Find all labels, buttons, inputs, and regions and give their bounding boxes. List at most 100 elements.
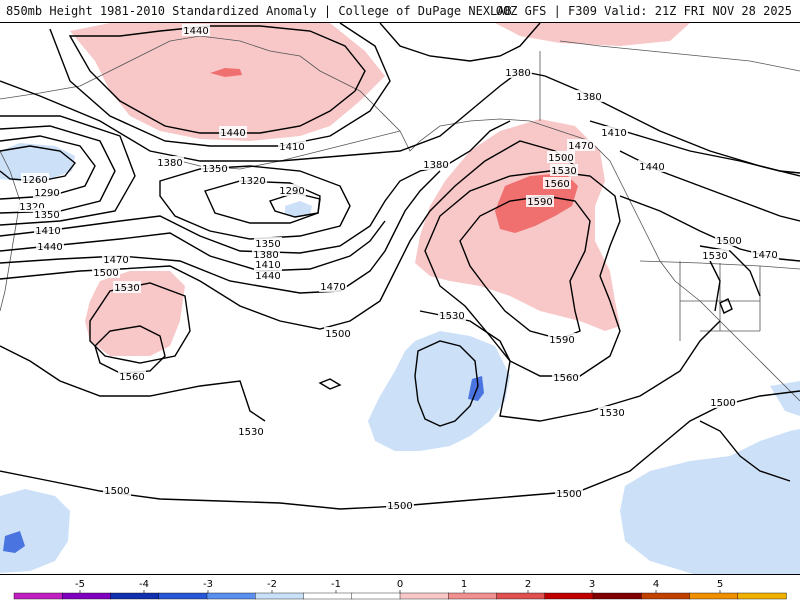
positive-anomaly-shading [70, 23, 690, 356]
contour-label: 1380 [157, 158, 182, 169]
colorbar-tick-label: 5 [717, 579, 723, 590]
contour-label: 1560 [553, 373, 578, 384]
contour-label-bg [751, 248, 779, 260]
contour-label-bg [254, 258, 282, 270]
contour-label: 1560 [119, 372, 144, 383]
contour-label-bg [34, 224, 62, 236]
map-header: 850mb Height 1981-2010 Standardized Anom… [0, 0, 800, 22]
contour-label-bg [237, 425, 265, 437]
contour-label: 1350 [255, 239, 280, 250]
contour-label-bg [201, 162, 229, 174]
contour-label-bg [239, 174, 267, 186]
colorbar-swatch [303, 592, 353, 600]
contour-label-bg [701, 249, 729, 261]
contour-label: 1590 [549, 335, 574, 346]
colorbar-tick-label: 4 [653, 579, 659, 590]
colorbar-swatch [158, 592, 208, 600]
contour-label-bg [543, 177, 571, 189]
contour-label: 1410 [255, 260, 280, 271]
contour-label: 1500 [104, 486, 129, 497]
contour-label: 1320 [19, 202, 44, 213]
contour-label-bg [36, 240, 64, 252]
coastline-alaska [439, 118, 800, 402]
contour-1500-small-lows [318, 298, 733, 390]
contour-label: 1290 [34, 188, 59, 199]
colorbar-swatch [110, 592, 160, 600]
contour-label-bg [278, 184, 306, 196]
contour-1530-low-subtropical [414, 340, 479, 427]
contour-label-bg [504, 66, 532, 78]
contour-label: 1530 [238, 427, 263, 438]
contour-label: 1290 [279, 186, 304, 197]
contour-label: 1500 [548, 153, 573, 164]
contour-label-bg [638, 160, 666, 172]
contour-1410-west [0, 120, 511, 254]
colorbar-tick-label: 3 [589, 579, 595, 590]
contour-label-bg [156, 156, 184, 168]
contour-label: 1320 [240, 176, 265, 187]
contour-label-bg [547, 151, 575, 163]
contour-label-bg [324, 327, 352, 339]
neg-anomaly-southwest [0, 489, 70, 573]
contour-label: 1440 [183, 26, 208, 37]
contour-label: 1530 [439, 311, 464, 322]
coastline-kamchatka [0, 150, 21, 312]
contour-label-bg [600, 126, 628, 138]
model-valid-time: 00Z GFS | F309 Valid: 21Z FRI NOV 28 202… [495, 4, 792, 18]
border-us-canada [639, 260, 800, 270]
contour-label: 1440 [220, 128, 245, 139]
contour-label-bg [548, 333, 576, 345]
colorbar-swatch [255, 592, 305, 600]
anomaly-region-bering [70, 23, 385, 141]
contour-label-bg [102, 253, 130, 265]
contour-label: 1470 [320, 282, 345, 293]
contour-label: 1380 [423, 160, 448, 171]
contour-1560-ridge [424, 170, 621, 377]
contour-label-bg [33, 186, 61, 198]
contour-label-bg [33, 208, 61, 220]
contour-label: 1560 [544, 179, 569, 190]
contour-label: 1410 [35, 226, 60, 237]
colorbar-swatch [544, 592, 594, 600]
strong-neg-anomaly-subtropical [468, 376, 484, 401]
contour-label-bg [575, 90, 603, 102]
colorbar-swatches [13, 592, 787, 600]
strong-negative-anomaly-shading [3, 376, 484, 553]
contour-label: 1410 [279, 142, 304, 153]
contour-label-bg [319, 280, 347, 292]
contour-label-bg [550, 164, 578, 176]
contour-label: 1500 [710, 398, 735, 409]
contour-label: 1530 [599, 408, 624, 419]
contour-label: 1500 [387, 501, 412, 512]
contour-1260-siberia [0, 145, 76, 182]
contour-1500-southeast [699, 420, 791, 482]
colorbar-tick-label: -3 [203, 579, 213, 590]
colorbar-tick-label: -4 [139, 579, 149, 590]
state-borders [679, 261, 761, 341]
colorbar-swatch [689, 592, 739, 600]
contour-label: 1410 [601, 128, 626, 139]
contour-label: 1380 [253, 250, 278, 261]
coastline-canada [539, 40, 800, 121]
contour-label-bg [422, 158, 450, 170]
colorbar-tick-label: -5 [75, 579, 85, 590]
contour-label-bg [567, 139, 595, 151]
contour-label-bg [252, 248, 280, 260]
contour-1470-west [0, 170, 441, 294]
colorbar-swatch [592, 592, 642, 600]
contour-label-bg [92, 266, 120, 278]
contour-label: 1530 [114, 283, 139, 294]
contour-label-bg [118, 370, 146, 382]
contour-label-bg [254, 237, 282, 249]
contour-label: 1500 [325, 329, 350, 340]
contour-label: 1500 [716, 236, 741, 247]
contour-1500-south [0, 390, 800, 510]
contour-label-bg [386, 499, 414, 511]
anomaly-colorbar: -5 -4 -3 -2 -1 0 1 2 3 4 5 [0, 575, 800, 600]
contour-label-bg [278, 140, 306, 152]
contour-label-bg [21, 173, 49, 185]
contour-label: 1440 [255, 271, 280, 282]
contour-label: 1500 [93, 268, 118, 279]
